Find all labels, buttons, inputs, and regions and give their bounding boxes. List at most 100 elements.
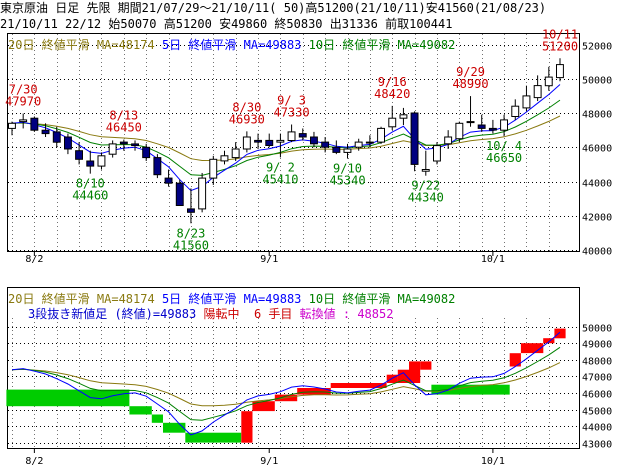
candle [64, 133, 72, 155]
candle-body-down [131, 143, 140, 147]
candle-body-up [377, 127, 386, 143]
annotation-date: 9/ 2 [266, 160, 295, 174]
annotation-date: 8/23 [176, 226, 205, 240]
y-tick-label: 40000 [582, 247, 612, 258]
tlb-block-up [520, 343, 544, 354]
candle [265, 133, 274, 148]
legend-ma5: 5日 終値平滑 MA=49883 [161, 38, 302, 52]
candle [86, 150, 95, 174]
candle-body-up [444, 136, 453, 145]
top-grid [8, 34, 579, 251]
candle [522, 85, 531, 112]
candle-body-up [354, 141, 363, 148]
candle-body-down [488, 127, 497, 131]
candle-body-down [332, 146, 341, 153]
annotation-value: 48990 [452, 77, 488, 91]
candle-body-down [187, 208, 195, 213]
legend-ma10-bottom: 10日 終値平滑 MA=49082 [308, 292, 456, 306]
annotation-date: 10/ 4 [486, 139, 522, 153]
candle-body-down [265, 139, 274, 146]
legend-ma20-bottom: 20日 終値平滑 MA=48174 [8, 292, 155, 306]
ma20-line [11, 115, 561, 162]
candle-body-up [198, 177, 207, 210]
y-tick-label: 45000 [582, 407, 612, 418]
candle-body-down [298, 133, 307, 138]
candle-body-down [477, 124, 486, 129]
candle [410, 111, 419, 172]
annotation-date: 10/11 [542, 27, 578, 41]
ma20-line [11, 362, 561, 407]
candle [142, 143, 151, 161]
tlb-block-up [543, 338, 555, 344]
y-tick-label: 48000 [582, 357, 612, 368]
y-tick-label: 52000 [582, 42, 612, 53]
tlb-block-up [554, 328, 566, 339]
candle-body-up [287, 131, 296, 141]
annotation-date: 9/10 [333, 162, 362, 176]
ma10-line [11, 99, 561, 176]
tlb-block-up [397, 369, 409, 383]
tlb-block-up [252, 401, 275, 412]
candle-body-down [175, 182, 184, 206]
candle [310, 131, 318, 148]
chart-header-line2: 21/10/11 22/12 始50070 高51200 安49860 終508… [0, 16, 624, 32]
tlb-block-up [241, 411, 253, 443]
bottom-moving-averages [11, 331, 561, 436]
y-tick-label: 46000 [582, 390, 612, 401]
tlb-block-down [6, 389, 130, 407]
annotation-date: 7/30 [9, 83, 38, 97]
tlb-block-down [151, 414, 163, 423]
bottom-x-axis: 8/2 9/1 10/1 [25, 448, 505, 467]
candle [97, 152, 106, 170]
candle [332, 140, 341, 155]
candle [131, 140, 140, 151]
candle [511, 99, 520, 120]
candle [254, 133, 263, 149]
candle [30, 116, 39, 132]
annotation-value: 45340 [329, 174, 365, 188]
y-tick-label: 47000 [582, 373, 612, 384]
candle-body-up [108, 143, 117, 155]
annotation-value: 51200 [542, 39, 578, 53]
annotation-value: 44340 [408, 191, 444, 205]
candlestick-series [8, 58, 564, 224]
ma5-line [11, 84, 561, 192]
tlb-block-up [409, 361, 421, 383]
candle [119, 139, 128, 151]
candle [287, 124, 296, 143]
x-tick-label: 10/1 [481, 254, 505, 265]
candle-body-down [142, 146, 151, 159]
candle-body-up [209, 158, 218, 179]
annotation-value: 47330 [274, 106, 310, 120]
candle-body-up [399, 114, 408, 119]
candle [209, 155, 218, 185]
top-moving-averages [11, 84, 561, 192]
candle [164, 169, 173, 187]
candle [321, 137, 330, 153]
chart-header-line1: 東京原油 日足 先限 期間21/07/29～21/10/11( 50)高5120… [0, 0, 624, 16]
bottom-panel-frame [7, 287, 580, 449]
annotation-date: 8/13 [109, 109, 138, 123]
candle-body-up [242, 136, 251, 150]
candle-body-down [41, 129, 50, 135]
candle [533, 75, 542, 102]
candle [8, 121, 16, 136]
y-tick-label: 43000 [582, 440, 612, 451]
tlb-block-down [129, 406, 152, 415]
candle [477, 114, 486, 132]
y-tick-label: 48000 [582, 110, 612, 121]
annotation-date: 8/10 [76, 177, 105, 191]
candle-body-down [410, 112, 419, 165]
legend-ma10: 10日 終値平滑 MA=49082 [308, 38, 456, 52]
candle [108, 140, 117, 158]
tlb-conversion: 転換値 : 48852 [299, 307, 394, 321]
candle [298, 128, 307, 141]
tlb-block-down [431, 384, 510, 395]
candle [276, 133, 285, 158]
annotation-value: 46650 [486, 151, 522, 165]
tlb-state: 陽転中 [203, 307, 240, 321]
candle [343, 143, 352, 159]
candle [466, 96, 475, 127]
annotation-value: 46450 [106, 121, 142, 135]
